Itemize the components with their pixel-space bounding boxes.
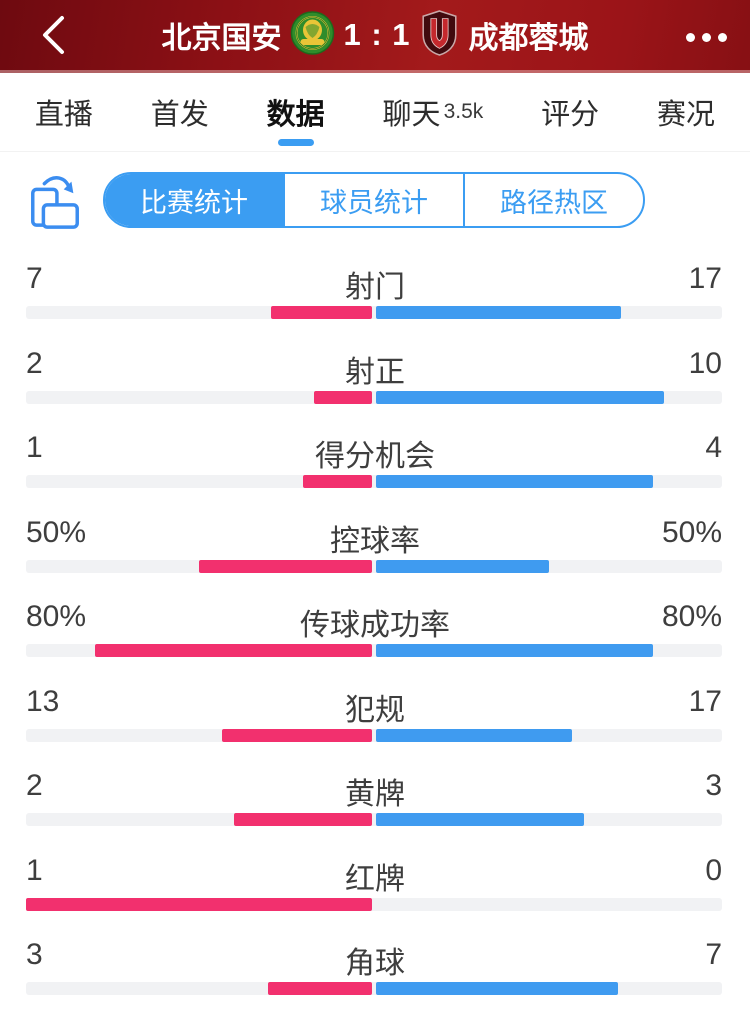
stat-label: 角球	[345, 947, 405, 980]
stat-row: 80% 传球成功率 80%	[0, 574, 750, 659]
stat-away-value: 17	[688, 262, 722, 295]
stat-bar-track	[26, 813, 722, 826]
stat-bar-track	[26, 475, 722, 488]
stat-label: 黄牌	[345, 778, 405, 811]
stat-bar-home	[26, 897, 372, 911]
stat-home-value: 13	[26, 684, 60, 718]
stat-bar-home	[95, 644, 372, 657]
stat-row: 3 角球 7	[0, 912, 750, 997]
stat-row: 2 黄牌 3	[0, 743, 750, 828]
ellipsis-icon	[685, 32, 695, 42]
stat-bar-home	[302, 475, 372, 488]
stat-label: 射门	[345, 271, 405, 304]
stats-segmented-control: 比赛统计 球员统计 路径热区	[103, 172, 645, 228]
stat-bar-away	[376, 728, 573, 742]
stat-home-value: 50%	[26, 515, 87, 549]
stat-bar-away	[376, 813, 584, 826]
stat-label: 射正	[345, 355, 405, 389]
stat-bar-away	[376, 306, 622, 319]
segment-player-stats[interactable]: 球员统计	[283, 174, 463, 226]
stat-away-value: 4	[705, 431, 722, 464]
tab-lineup[interactable]: 首发	[150, 99, 209, 131]
away-team-logo-icon	[420, 9, 460, 61]
match-score: 1 : 1	[343, 17, 411, 52]
stat-bar-track	[26, 982, 722, 995]
stats-toolbar: 比赛统计 球员统计 路径热区	[0, 166, 750, 236]
stat-label: 控球率	[330, 524, 420, 558]
home-team-logo-icon	[290, 10, 335, 60]
tab-rating[interactable]: 评分	[541, 99, 600, 131]
stat-away-value: 7	[705, 938, 722, 971]
tab-data[interactable]: 数据	[263, 73, 329, 151]
stat-row: 13 犯规 17	[0, 659, 750, 744]
stat-bar-away	[376, 475, 653, 488]
rotate-screen-icon	[28, 176, 82, 234]
tab-chat[interactable]: 聊天 3.5k	[382, 99, 484, 131]
stat-bar-home	[233, 813, 372, 826]
stat-row: 1 红牌 0	[0, 828, 750, 913]
stat-bar-track	[26, 390, 722, 404]
stat-row: 2 射正 10	[0, 321, 750, 406]
stats-list: 7 射门 17 2 射正 10 1 得分机会 4 50% 控球率 50%	[0, 236, 750, 997]
stat-label: 犯规	[345, 693, 405, 727]
active-tab-underline	[277, 139, 314, 146]
stat-bar-home	[268, 982, 372, 995]
stat-away-value: 3	[705, 769, 722, 802]
stat-bar-away	[376, 559, 549, 573]
stat-away-value: 50%	[661, 515, 722, 549]
stat-bar-home	[222, 728, 372, 742]
tab-matchinfo[interactable]: 赛况	[657, 99, 716, 131]
stat-away-value: 80%	[661, 600, 722, 633]
stat-home-value: 80%	[26, 600, 87, 633]
segment-match-stats[interactable]: 比赛统计	[105, 174, 283, 226]
stat-bar-track	[26, 728, 722, 742]
stat-bar-track	[26, 644, 722, 657]
stat-label: 得分机会	[315, 440, 435, 473]
stat-row: 50% 控球率 50%	[0, 490, 750, 575]
stat-away-value: 17	[688, 684, 722, 718]
stat-bar-track	[26, 897, 722, 911]
stat-bar-away	[376, 390, 665, 404]
stat-home-value: 1	[26, 853, 43, 887]
more-button[interactable]	[680, 14, 732, 60]
chat-count-badge: 3.5k	[443, 100, 484, 123]
stat-bar-away	[376, 644, 653, 657]
stat-row: 7 射门 17	[0, 236, 750, 321]
stat-bar-home	[271, 306, 372, 319]
stat-home-value: 2	[26, 346, 43, 380]
stat-away-value: 0	[705, 853, 722, 887]
stat-home-value: 2	[26, 769, 43, 802]
match-header: 北京国安 1 : 1 成都蓉城	[0, 0, 750, 73]
segment-heatmap[interactable]: 路径热区	[463, 174, 643, 226]
tab-live[interactable]: 直播	[34, 99, 93, 131]
chevron-left-icon	[40, 14, 66, 61]
stat-bar-away	[376, 982, 619, 995]
back-button[interactable]	[30, 14, 76, 60]
home-team-name: 北京国安	[161, 22, 282, 55]
stat-bar-track	[26, 559, 722, 573]
stat-bar-home	[199, 559, 372, 573]
stat-home-value: 3	[26, 938, 43, 971]
stat-bar-home	[314, 390, 372, 404]
away-team-name: 成都蓉城	[468, 22, 589, 55]
rotate-screen-button[interactable]	[28, 172, 82, 230]
stat-label: 红牌	[345, 862, 405, 896]
stat-home-value: 7	[26, 262, 43, 295]
stat-away-value: 10	[688, 346, 722, 380]
match-title: 北京国安 1 : 1 成都蓉城	[161, 0, 589, 70]
stat-bar-track	[26, 306, 722, 319]
stat-home-value: 1	[26, 431, 43, 464]
stat-row: 1 得分机会 4	[0, 405, 750, 490]
stat-label: 传球成功率	[300, 609, 450, 642]
tab-bar: 直播 首发 数据 聊天 3.5k 评分 赛况	[0, 73, 750, 152]
